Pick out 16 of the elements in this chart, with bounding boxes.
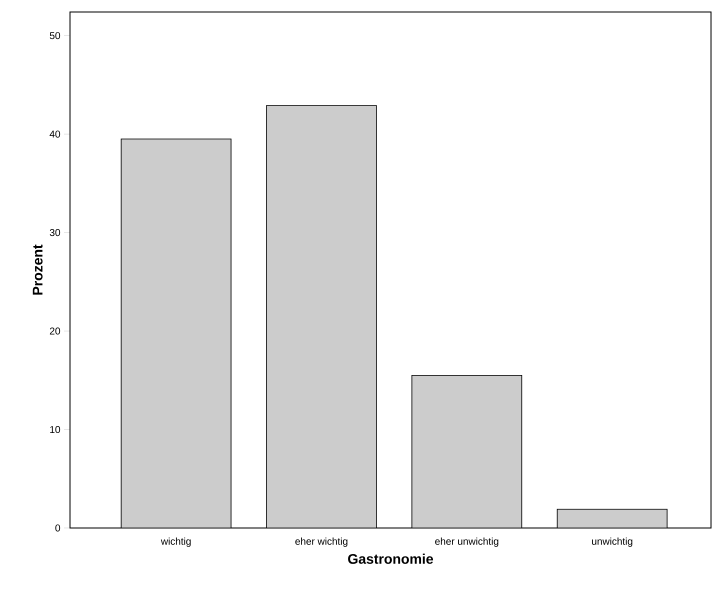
y-tick-label: 10 <box>50 426 60 434</box>
x-tick-label: unwichtig <box>592 538 632 547</box>
y-tick-label: 20 <box>50 328 60 335</box>
x-tick-label: eher wichtig <box>295 538 348 547</box>
bar <box>120 138 232 528</box>
x-tick-label: eher unwichtig <box>435 538 498 547</box>
y-axis-title: Prozent <box>32 244 43 295</box>
bar <box>556 508 668 528</box>
bar <box>411 374 522 528</box>
x-tick-label: wichtig <box>160 538 191 547</box>
y-tick-label: 50 <box>50 32 60 40</box>
y-tick-label: 40 <box>50 130 60 138</box>
y-tick-label: 30 <box>50 229 60 236</box>
y-tick-label: 0 <box>55 524 60 532</box>
x-axis-title: Gastronomie <box>348 554 434 564</box>
bar <box>266 106 376 528</box>
